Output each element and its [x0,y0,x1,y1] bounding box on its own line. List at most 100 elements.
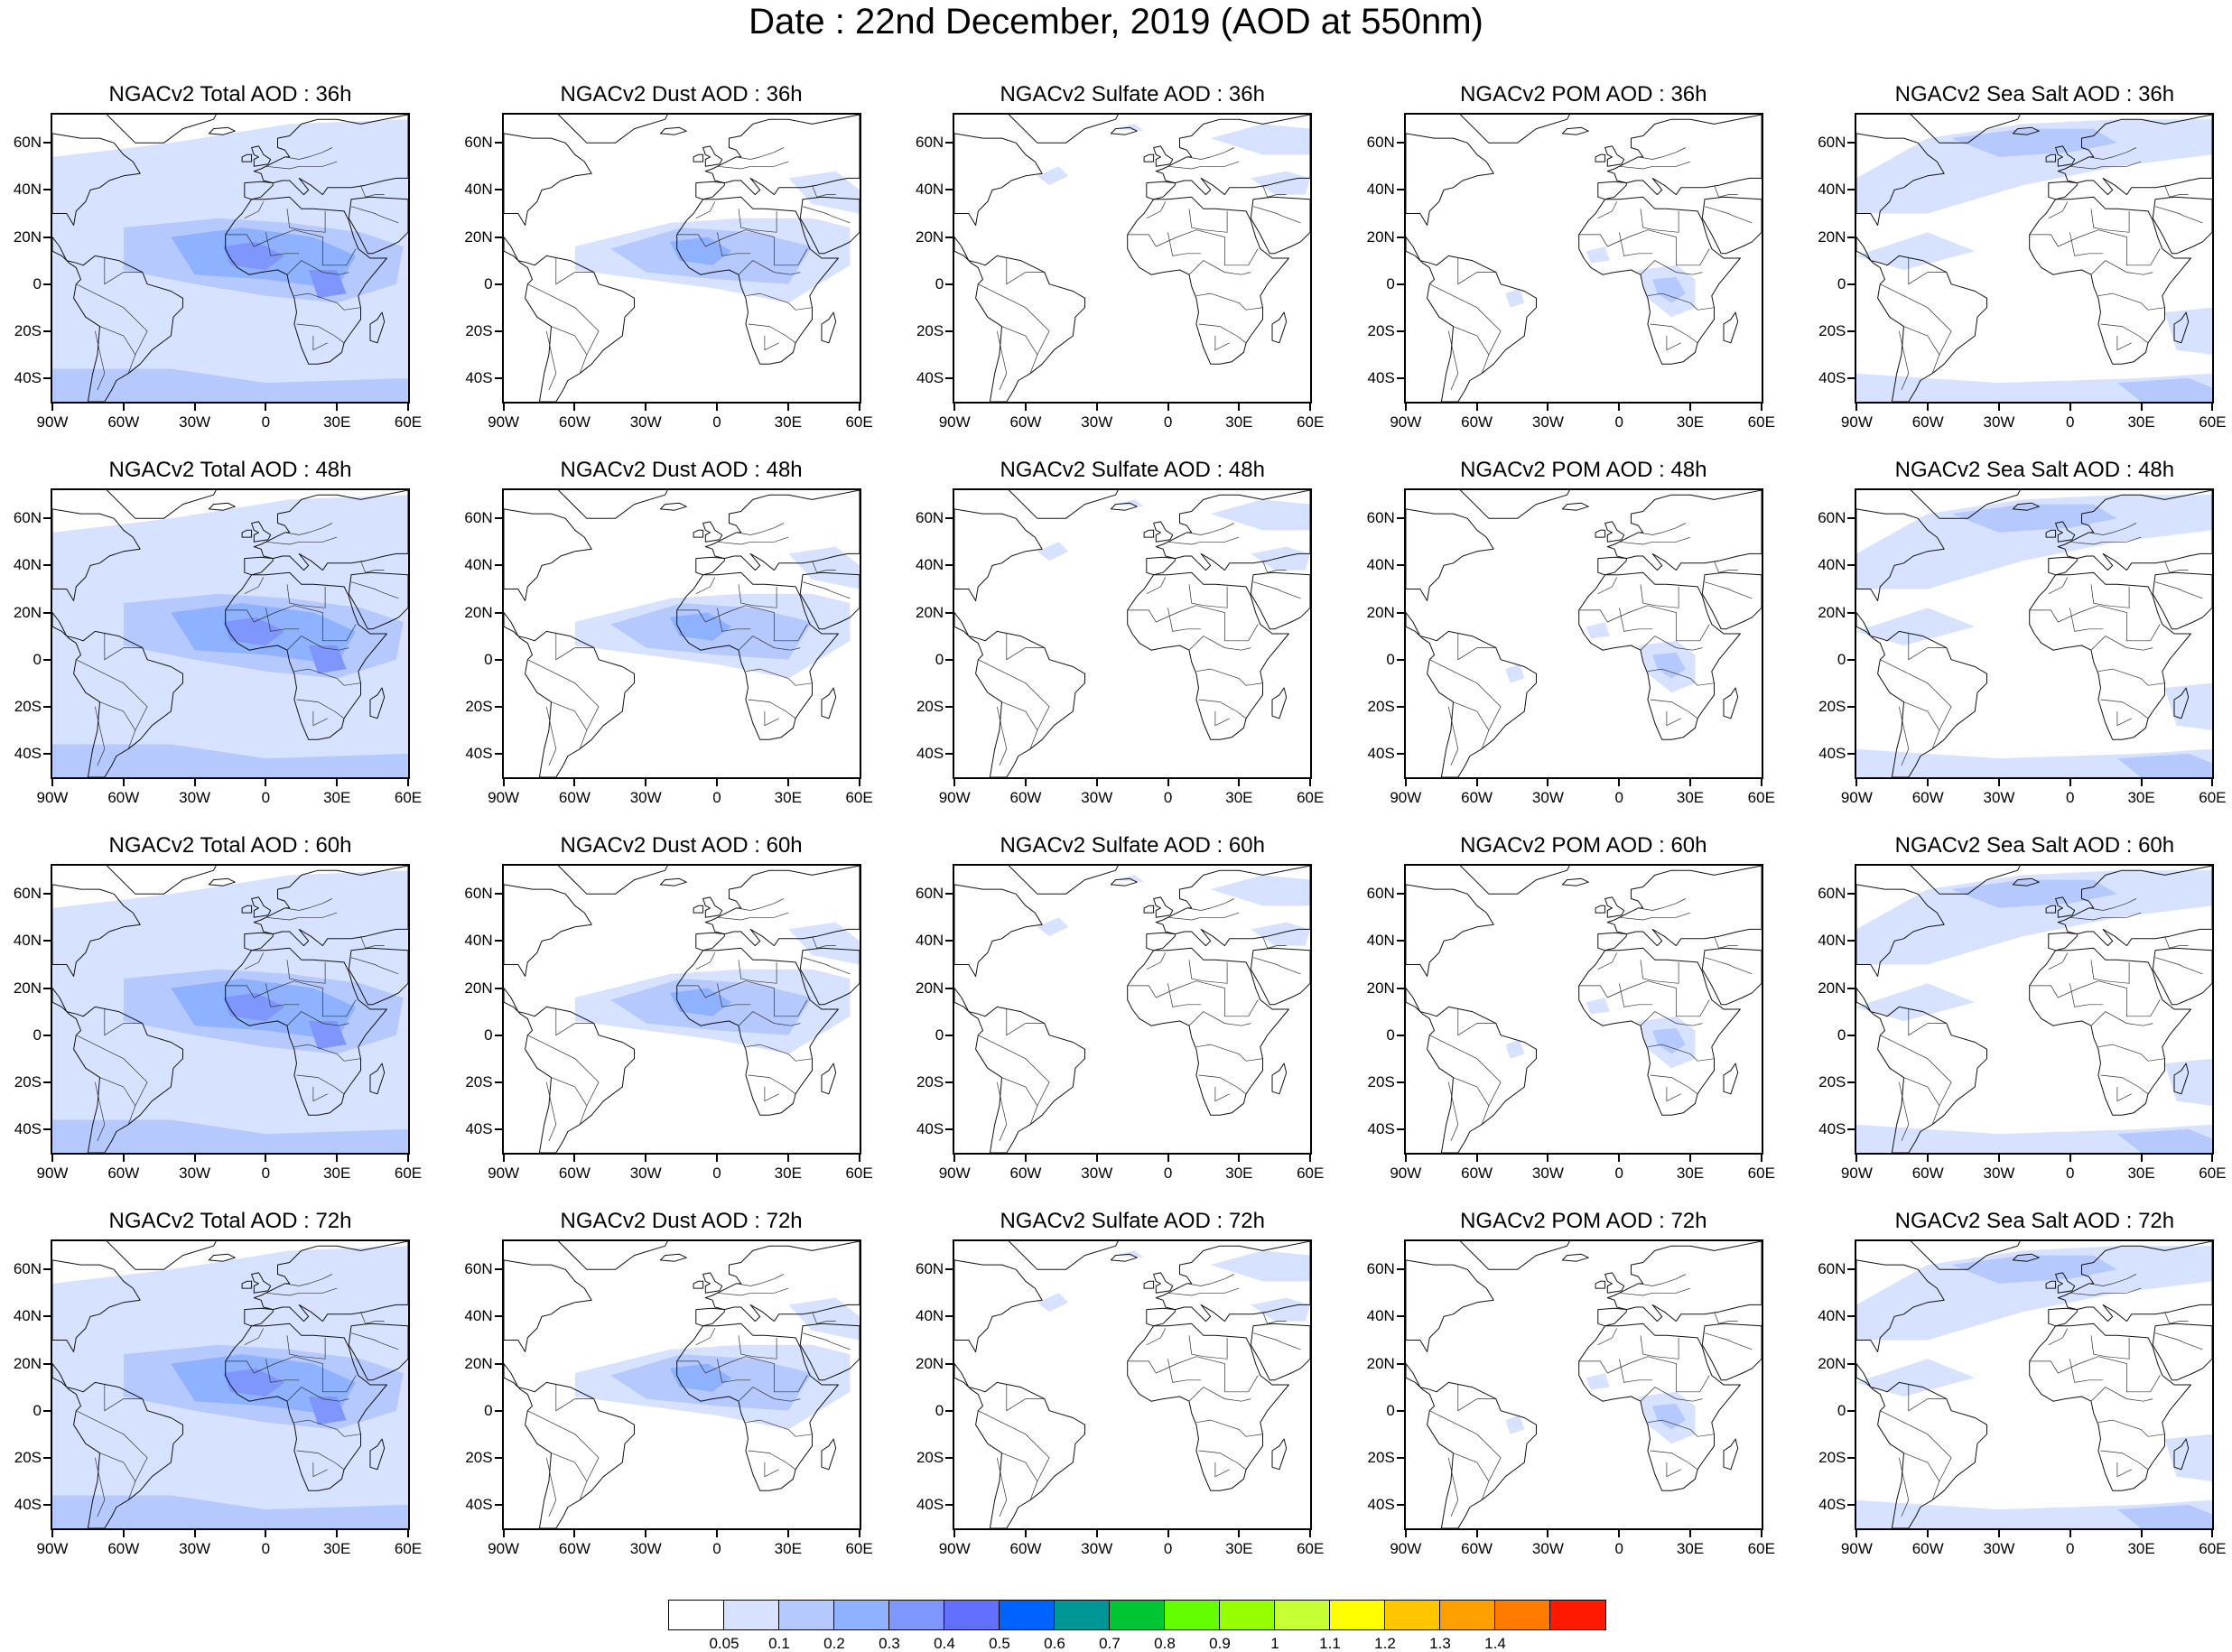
country-border [76,283,148,356]
country-border [1447,706,1458,766]
lon-tick [786,1530,789,1537]
coastline-northAmerica [503,133,592,226]
coastline-northAmerica [954,884,1043,977]
lat-label: 20S [1367,321,1395,339]
lat-tick [1396,1362,1404,1365]
country-border [1908,1385,1948,1412]
lat-label: 60N [1366,885,1395,903]
country-border [286,584,326,608]
country-border [2164,561,2190,573]
country-border [76,1035,148,1107]
lat-tick [945,1362,953,1365]
lat-label: 20N [916,1354,944,1372]
lon-tick [1688,1155,1691,1162]
lat-label: 40N [1366,181,1395,199]
coastline-africa [1577,1323,1741,1491]
country-border [676,229,808,266]
country-border [1186,523,1235,535]
lat-label: 60N [916,1260,944,1278]
country-border [802,581,851,599]
lon-tick [1927,404,1930,411]
country-border [94,330,106,391]
lat-tick [43,1409,51,1412]
lon-tick [1618,779,1621,786]
country-border [1618,608,1652,632]
colorbar-cell [1165,1601,1220,1629]
lat-label: 0 [1386,1026,1395,1044]
coastline-southAmerica [503,612,635,777]
country-border [811,1312,836,1324]
country-border [802,206,851,224]
colorbar-label: 1.3 [1429,1635,1451,1652]
lat-tick [1847,611,1855,614]
country-border [695,1328,715,1346]
country-border [716,1287,788,1296]
country-border [1001,1077,1038,1125]
lat-label: 40N [464,181,493,199]
lon-tick [1404,404,1407,411]
aod-shading [1251,922,1311,946]
lon-label: 90W [938,789,971,806]
lon-label: 60E [1297,1540,1325,1557]
lon-tick [573,404,576,411]
lat-tick [945,564,953,567]
coastline-iberia [1146,932,1176,951]
lat-label: 60N [916,509,944,527]
country-border [1006,258,1045,285]
aod-shading [1856,748,2213,777]
lat-tick [1396,705,1404,708]
country-border [2049,577,2069,595]
lon-tick [953,779,956,786]
lon-tick [1095,779,1098,786]
country-border [1167,536,1240,545]
coastline-southAmerica [1405,988,1537,1153]
country-border [1453,701,1490,749]
lat-tick [1396,1081,1404,1083]
lon-label: 0 [1614,1165,1623,1182]
coastline-britain [702,145,722,167]
country-border [1447,330,1458,391]
aod-map [503,115,860,402]
lat-tick [494,1128,502,1130]
coastline-britain [251,521,272,543]
country-border [1428,1035,1502,1107]
map-frame [1855,864,2215,1155]
country-border [738,636,800,651]
lon-tick [1547,1155,1549,1162]
country-border [1650,1450,1698,1471]
country-border [1006,1009,1045,1036]
coastline-southAmerica [1856,612,1988,777]
coastline-britain [2055,1272,2076,1294]
coastline-iceland [1561,126,1589,135]
lon-tick [1095,1155,1098,1162]
lon-tick [1760,1530,1762,1537]
lat-label: 20S [465,697,493,715]
map-panel: NGACv2 Dust AOD : 48h 60N 40N 20N 0 20S 40S 90W… [451,457,903,832]
lat-tick [945,1081,953,1083]
colorbar-cell [669,1601,724,1629]
lon-tick [1618,1155,1621,1162]
aod-shading [1505,1415,1525,1434]
coastline-britain [1604,521,1624,543]
lat-label: 20S [1367,1072,1395,1091]
aod-shading [1505,288,1525,308]
lon-tick [193,404,196,411]
lat-tick [494,189,502,191]
lat-tick [1847,1456,1855,1459]
country-border [2091,636,2153,651]
lat-tick [1847,376,1855,379]
aod-map [954,490,1311,777]
country-border [1638,523,1686,535]
lon-label: 0 [1163,1540,1173,1557]
map-frame [1855,113,2215,404]
country-border [1146,201,1167,219]
lon-label: 30W [1081,1165,1113,1182]
lat-tick [494,705,502,708]
coastline-iceland [659,877,687,886]
coastline-greenland [1459,1241,1570,1270]
lat-tick [1847,189,1855,191]
aod-map [1405,115,1762,402]
lon-tick [645,1530,647,1537]
aod-shading [787,1297,860,1341]
lat-label: 40S [1818,368,1846,386]
